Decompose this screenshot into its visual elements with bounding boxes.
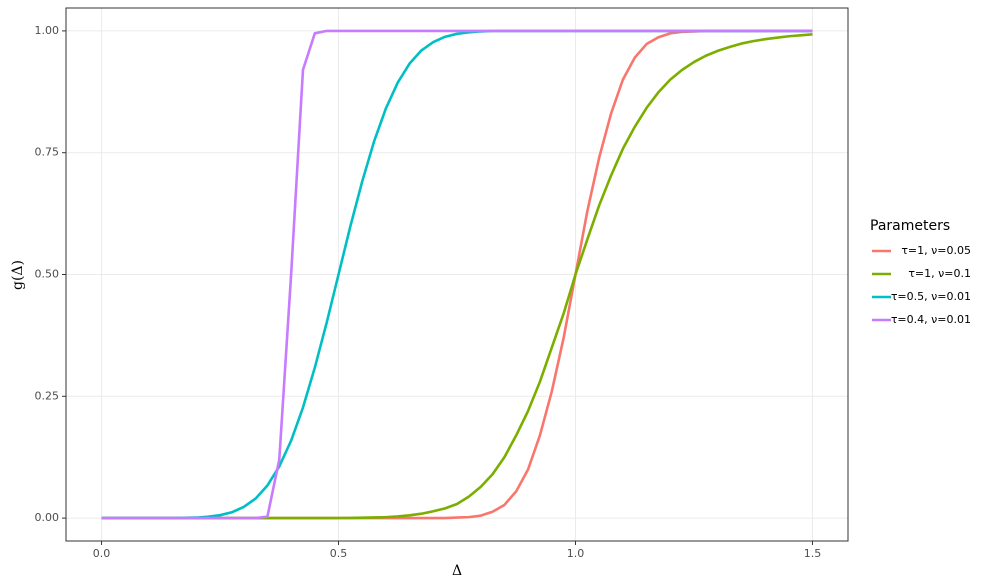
y-tick-label: 0.75 (35, 146, 60, 159)
y-tick-label: 0.50 (35, 268, 60, 281)
legend-label: τ=1, ν=0.1 (908, 267, 971, 280)
x-tick-label: 0.0 (93, 547, 111, 560)
y-tick-label: 0.00 (35, 511, 60, 524)
series-line (101, 29, 813, 520)
y-axis-label: g(Δ) (10, 260, 26, 290)
y-tick-label: 0.25 (35, 389, 60, 402)
x-tick-label: 0.5 (330, 547, 348, 560)
x-axis-label: Δ (452, 563, 462, 579)
x-tick-label: 1.5 (804, 547, 822, 560)
legend-label: τ=0.5, ν=0.01 (891, 290, 971, 303)
plot-border (65, 7, 849, 542)
legend-label: τ=0.4, ν=0.01 (891, 313, 971, 326)
x-tick-label: 1.0 (567, 547, 585, 560)
legend-label: τ=1, ν=0.05 (901, 244, 971, 257)
y-tick-label: 1.00 (35, 24, 60, 37)
legend-title: Parameters (870, 218, 950, 234)
